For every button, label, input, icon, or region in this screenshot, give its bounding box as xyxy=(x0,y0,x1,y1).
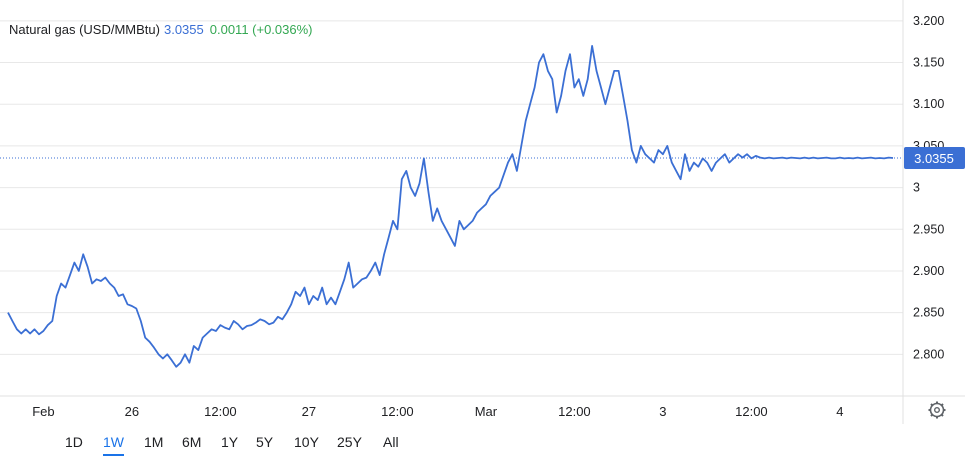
price-series-line xyxy=(7,45,894,368)
y-tick-label: 3 xyxy=(913,181,920,195)
current-price-tag xyxy=(904,146,965,169)
range-selector: 1D 1W 1M 6M 1Y 5Y 10Y 25Y All xyxy=(0,424,965,464)
range-button-all[interactable]: All xyxy=(383,434,399,450)
instrument-title: Natural gas (USD/MMBtu) xyxy=(9,22,160,37)
y-tick-label: 2.850 xyxy=(913,306,944,320)
range-button-6m[interactable]: 6M xyxy=(182,434,202,450)
x-tick-label: 12:00 xyxy=(735,404,768,419)
x-tick-label: 12:00 xyxy=(558,404,591,419)
price-chart: 3.2003.1503.1003.05032.9502.9002.8502.80… xyxy=(0,0,965,425)
x-tick-label: 26 xyxy=(125,404,139,419)
y-tick-label: 2.800 xyxy=(913,347,944,361)
x-tick-label: 12:00 xyxy=(381,404,414,419)
y-tick-label: 2.950 xyxy=(913,222,944,236)
range-button-1d[interactable]: 1D xyxy=(65,434,83,450)
y-tick-label: 2.900 xyxy=(913,264,944,278)
current-price: 3.0355 xyxy=(163,22,204,37)
range-button-5y[interactable]: 5Y xyxy=(256,434,274,450)
range-button-10y[interactable]: 10Y xyxy=(294,434,319,450)
y-tick-label: 3.150 xyxy=(913,56,944,70)
current-price-tag-label: 3.0355 xyxy=(914,151,954,166)
range-button-1m[interactable]: 1M xyxy=(144,434,164,450)
y-tick-label: 3.100 xyxy=(913,97,944,111)
price-change: 0.0011 (+0.036%) xyxy=(209,22,313,37)
range-button-1w[interactable]: 1W xyxy=(103,434,124,456)
x-tick-label: 12:00 xyxy=(204,404,237,419)
range-button-1y[interactable]: 1Y xyxy=(221,434,239,450)
x-tick-label: 27 xyxy=(302,404,316,419)
range-button-25y[interactable]: 25Y xyxy=(337,434,362,450)
x-tick-label: 4 xyxy=(836,404,843,419)
x-tick-label: Mar xyxy=(475,404,498,419)
y-tick-label: 3.200 xyxy=(913,14,944,28)
x-tick-label: Feb xyxy=(32,404,54,419)
gear-icon[interactable] xyxy=(927,400,947,420)
chart-header: Natural gas (USD/MMBtu) 3.0355 0.0011 (+0.… xyxy=(9,22,313,37)
x-tick-label: 3 xyxy=(659,404,666,419)
